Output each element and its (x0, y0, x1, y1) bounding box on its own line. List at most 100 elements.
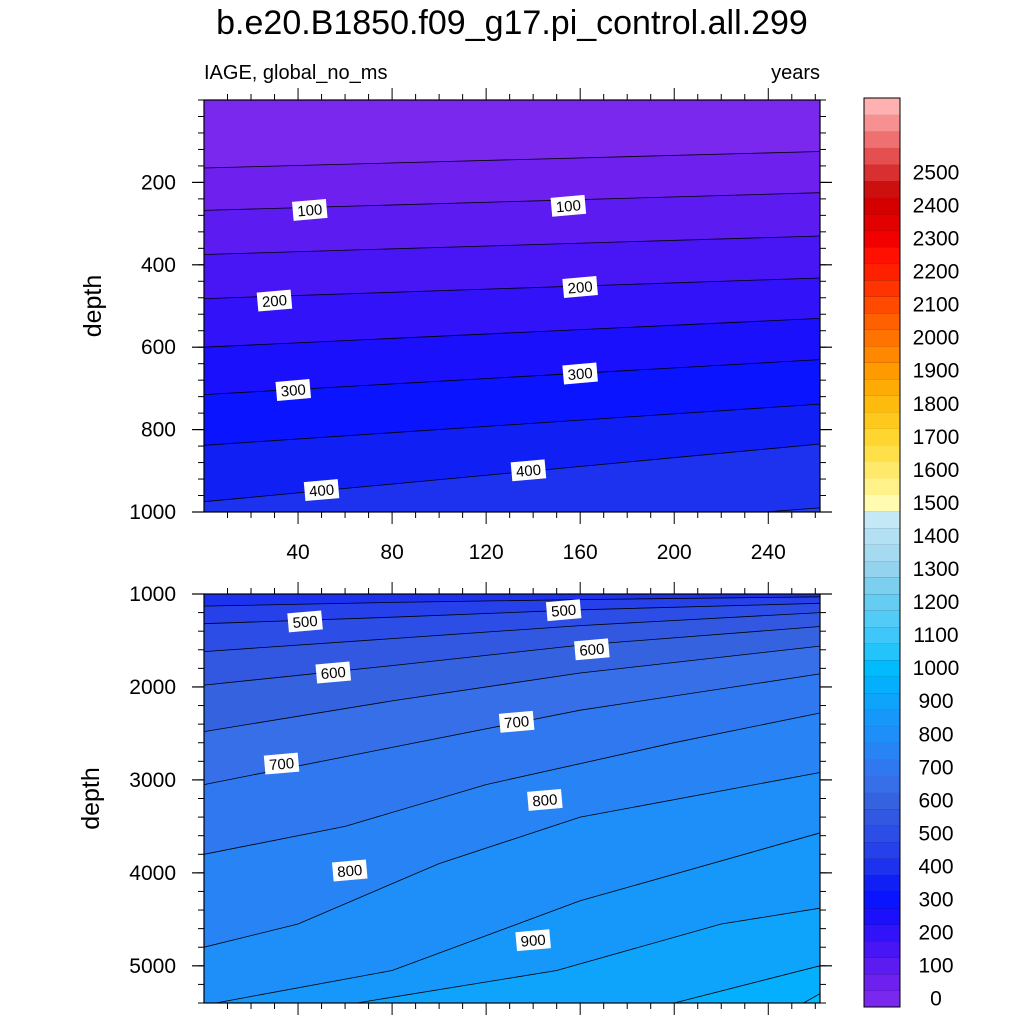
variable-label: IAGE, global_no_ms (204, 62, 388, 84)
colorbar-frame (863, 97, 901, 1008)
upper-frame (203, 99, 821, 513)
contour-label: 500 (545, 599, 582, 622)
colorbar-box (864, 494, 900, 512)
colorbar-box (864, 709, 900, 727)
colorbar-box (864, 891, 900, 909)
contour-label-text: 400 (515, 462, 541, 481)
colorbar-box (864, 907, 900, 925)
colorbar-box (864, 808, 900, 826)
contour-label: 600 (574, 638, 610, 661)
colorbar-box (864, 180, 900, 198)
contour-label-box (515, 929, 551, 952)
contour-label-text: 400 (308, 482, 334, 501)
y-axis-label: depth (77, 767, 105, 830)
colorbar-label: 2000 (913, 327, 960, 350)
colorbar-box (864, 610, 900, 628)
colorbar-label: 200 (918, 922, 953, 945)
contour-label-box (303, 479, 340, 502)
colorbar-label: 1700 (913, 426, 960, 449)
colorbar-box (864, 428, 900, 446)
colorbar-box (864, 213, 900, 231)
colorbar-label: 900 (918, 690, 953, 713)
lower-contour-line-450 (204, 596, 820, 607)
contour-label-box (287, 610, 323, 633)
y-tick-label: 800 (141, 419, 176, 442)
colorbar-box (864, 775, 900, 793)
y-tick-label: 3000 (129, 769, 176, 792)
contour-label-box (256, 289, 293, 312)
lower-contour-line-950 (674, 965, 820, 1003)
contour-label: 200 (562, 276, 598, 298)
upper-contour-line-50 (204, 151, 820, 169)
colorbar-label: 2400 (913, 194, 960, 217)
y-axis-label: depth (79, 275, 107, 338)
x-tick-label: 160 (563, 541, 598, 564)
colorbar-box (864, 560, 900, 578)
contour-label-text: 200 (567, 278, 593, 297)
colorbar-box (864, 659, 900, 677)
upper-contour-line-350 (204, 403, 820, 446)
colorbar-label: 400 (918, 856, 953, 879)
x-tick-label: 200 (657, 541, 692, 564)
contour-label: 700 (498, 710, 535, 733)
contour-label: 800 (331, 859, 368, 882)
colorbar-label: 1100 (913, 624, 958, 647)
colorbar-box (864, 312, 900, 330)
contour-label-text: 100 (297, 201, 323, 220)
contour-label-box (562, 276, 598, 298)
colorbar-box (864, 412, 900, 429)
colorbar-box (864, 511, 900, 529)
y-tick-label: 1000 (129, 501, 176, 524)
colorbar-box (864, 626, 900, 644)
colorbar-box (864, 246, 900, 264)
colorbar-label: 100 (918, 955, 953, 978)
colorbar-box (864, 98, 900, 115)
colorbar-box (864, 973, 900, 991)
colorbar-box (864, 445, 900, 462)
colorbar-box (864, 874, 900, 892)
contour-label: 200 (256, 289, 293, 312)
lower-contour-line-600 (204, 626, 820, 686)
y-tick-label: 5000 (129, 955, 176, 978)
contour-label-box (574, 638, 610, 661)
lower-contour-line-1000 (803, 993, 820, 1003)
colorbar-box (864, 825, 900, 843)
colorbar-box (864, 461, 900, 479)
upper-band-400 (204, 444, 820, 512)
upper-contour-line-250 (204, 318, 820, 348)
y-tick-label: 1000 (129, 583, 176, 606)
colorbar-label: 1800 (913, 393, 960, 416)
colorbar-box (864, 676, 900, 694)
lower-contour-line-800 (204, 772, 820, 948)
contour-label: 800 (527, 788, 563, 811)
lower-contour-line-750 (204, 712, 820, 855)
contour-label-text: 800 (337, 862, 363, 881)
colorbar-box (864, 378, 900, 396)
lower-band-950 (204, 965, 820, 1003)
lower-contour-line-850 (215, 832, 820, 1003)
upper-contour-line-150 (204, 235, 820, 255)
lower-contour-line-550 (204, 612, 820, 652)
colorbar-box (864, 131, 900, 148)
x-tick-label: 120 (469, 541, 504, 564)
upper-contour-line-200 (204, 277, 820, 299)
colorbar-box (864, 577, 900, 595)
lower-contour-line-650 (204, 645, 820, 732)
contour-label-text: 600 (579, 641, 605, 660)
colorbar-label: 1600 (913, 459, 960, 482)
colorbar-box (864, 841, 900, 859)
contour-label: 400 (510, 459, 547, 482)
y-tick-label: 400 (141, 254, 176, 277)
colorbar-box (864, 858, 900, 876)
colorbar-box (864, 692, 900, 710)
colorbar-box (864, 643, 900, 661)
colorbar-box (864, 759, 900, 777)
contour-label-box (331, 859, 368, 882)
colorbar-box (864, 263, 900, 281)
contour-label-box (562, 362, 598, 385)
colorbar-box (864, 147, 900, 165)
contour-label-text: 200 (261, 292, 287, 311)
contour-label: 500 (287, 610, 323, 633)
contour-label-box (545, 599, 582, 622)
contour-label-box (498, 710, 535, 733)
